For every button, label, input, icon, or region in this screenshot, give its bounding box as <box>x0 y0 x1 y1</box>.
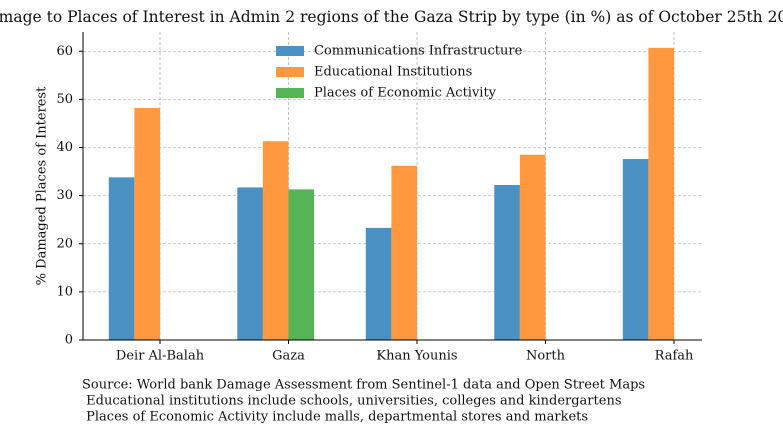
x-tick-label: Khan Younis <box>376 349 457 364</box>
y-axis-label: % Damaged Places of Interest <box>35 86 50 285</box>
bar <box>288 189 315 340</box>
bar <box>519 154 546 340</box>
bar <box>365 227 392 340</box>
bar <box>622 159 649 340</box>
y-tick-label: 40 <box>56 140 73 155</box>
y-tick-label: 60 <box>56 44 73 59</box>
legend-label: Communications Infrastructure <box>314 44 523 59</box>
y-tick-label: 50 <box>56 92 73 107</box>
x-tick-label: Deir Al-Balah <box>116 349 205 364</box>
y-tick-label: 10 <box>56 284 73 299</box>
x-tick-label: North <box>526 349 566 364</box>
bar <box>648 47 674 340</box>
bar <box>494 185 520 340</box>
chart-title: Damage to Places of Interest in Admin 2 … <box>0 8 783 26</box>
legend-swatch <box>276 88 304 98</box>
x-tick-label: Gaza <box>272 349 305 364</box>
x-tick-label: Rafah <box>655 349 694 364</box>
legend-label: Educational Institutions <box>314 65 472 80</box>
y-tick-label: 30 <box>56 188 73 203</box>
note: Places of Economic Activity include mall… <box>82 410 588 425</box>
legend-swatch <box>276 46 304 56</box>
y-tick-label: 20 <box>56 236 73 251</box>
legend-swatch <box>276 67 304 77</box>
note: Educational institutions include schools… <box>82 394 622 409</box>
bar <box>391 165 417 340</box>
bar <box>237 187 263 340</box>
legend-label: Places of Economic Activity <box>314 86 497 101</box>
y-tick-label: 0 <box>65 333 73 348</box>
bar <box>108 177 135 340</box>
note: Source: World bank Damage Assessment fro… <box>82 378 645 393</box>
bar <box>134 108 160 340</box>
bar <box>262 141 289 340</box>
